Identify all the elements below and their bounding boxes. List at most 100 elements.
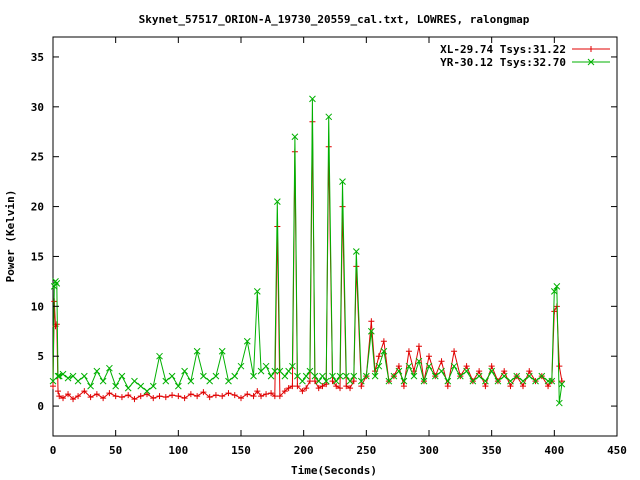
series-0-point	[556, 363, 563, 370]
series-1-point	[291, 133, 299, 141]
series-1-point	[325, 113, 333, 121]
legend-marker-0	[588, 46, 594, 52]
series-0-point	[375, 353, 382, 360]
series-0-point	[131, 396, 138, 403]
series-1-point	[181, 367, 188, 375]
series-1-point	[299, 377, 306, 385]
series-1-point	[52, 278, 59, 285]
series-line-0	[52, 121, 563, 400]
series-1-point	[463, 367, 470, 375]
series-0-point	[405, 348, 412, 355]
series-1-point	[322, 377, 330, 385]
series-1-point	[309, 95, 316, 103]
plot-series	[49, 95, 566, 407]
series-1-point	[276, 367, 284, 375]
series-1-point	[456, 372, 464, 380]
x-axis-ticks: 0 50 100 150 200 250 300 350 400 450	[50, 37, 627, 457]
y-tick-label: 30	[31, 101, 44, 114]
x-axis-label: Time(Seconds)	[291, 464, 377, 477]
series-1-point	[149, 382, 157, 390]
series-1-point	[329, 372, 336, 380]
x-tick-label: 450	[607, 444, 627, 457]
series-1-point	[112, 382, 120, 390]
series-0-point	[526, 368, 533, 375]
series-0-point	[187, 391, 194, 398]
series-1-point	[237, 362, 245, 370]
series-0-point	[558, 378, 565, 385]
y-tick-label: 5	[37, 350, 44, 363]
series-1-point	[156, 352, 163, 360]
series-1-point	[218, 347, 226, 355]
series-0-point	[444, 383, 451, 390]
series-1-point	[431, 372, 439, 380]
series-0-point	[118, 394, 125, 401]
series-0-point	[333, 383, 340, 390]
series-0-point	[144, 391, 150, 398]
series-1-point	[390, 372, 398, 380]
series-0-point	[100, 395, 107, 402]
series-0-point	[250, 393, 257, 400]
y-tick-label: 0	[37, 400, 44, 413]
series-1-point	[273, 198, 281, 205]
series-0-point	[125, 392, 132, 399]
series-0-point	[303, 385, 310, 392]
series-0-point	[285, 385, 292, 392]
series-0-point	[200, 389, 207, 396]
series-1-point	[212, 372, 220, 380]
series-0-point	[347, 385, 354, 392]
series-1-point	[525, 372, 533, 380]
series-1-point	[87, 382, 94, 390]
series-1-point	[74, 377, 82, 385]
series-0-point	[329, 378, 336, 385]
x-tick-label: 350	[482, 444, 502, 457]
series-0-point	[175, 393, 182, 400]
series-0-point	[319, 383, 326, 390]
series-1-point	[420, 377, 428, 385]
series-1-point	[294, 372, 301, 380]
series-1-point	[106, 364, 113, 372]
series-1-point	[131, 377, 138, 385]
series-1-point	[548, 377, 556, 385]
series-0-point	[169, 392, 176, 399]
x-tick-label: 200	[294, 444, 314, 457]
series-1-point	[555, 399, 563, 407]
series-1-point	[500, 372, 508, 380]
series-1-point	[553, 283, 561, 290]
series-1-point	[482, 377, 489, 385]
series-0-point	[263, 391, 270, 398]
series-0-point	[482, 383, 489, 390]
x-tick-label: 100	[168, 444, 188, 457]
series-1-point	[162, 377, 170, 385]
series-0-point	[112, 393, 119, 400]
series-0-point	[463, 363, 470, 370]
series-0-point	[276, 393, 283, 400]
series-0-point	[545, 383, 552, 390]
series-1-point	[99, 377, 107, 385]
series-1-point	[367, 327, 375, 335]
series-1-point	[55, 372, 63, 380]
series-0-point	[551, 308, 558, 315]
series-0-point	[299, 388, 306, 395]
series-1-point	[250, 372, 257, 380]
series-0-point	[75, 393, 82, 400]
series-0-point	[254, 388, 261, 395]
series-1-point	[469, 377, 477, 385]
series-1-point	[267, 372, 275, 380]
series-1-point	[494, 377, 502, 385]
legend: XL-29.74 Tsys:31.22 YR-30.12 Tsys:32.70	[440, 43, 610, 69]
x-tick-label: 250	[356, 444, 376, 457]
series-1-point	[444, 377, 452, 385]
series-0-point	[438, 358, 445, 365]
series-0-point	[488, 363, 495, 370]
x-tick-label: 150	[231, 444, 251, 457]
series-0-point	[426, 353, 432, 360]
series-1-point	[80, 372, 88, 380]
series-0-point	[400, 383, 407, 390]
series-0-point	[150, 395, 157, 402]
series-1-point	[315, 377, 323, 385]
series-1-point	[137, 382, 145, 390]
series-1-point	[289, 362, 296, 370]
legend-label-yr: YR-30.12 Tsys:32.70	[440, 56, 566, 69]
series-1-point	[257, 367, 265, 375]
series-1-point	[243, 337, 251, 345]
